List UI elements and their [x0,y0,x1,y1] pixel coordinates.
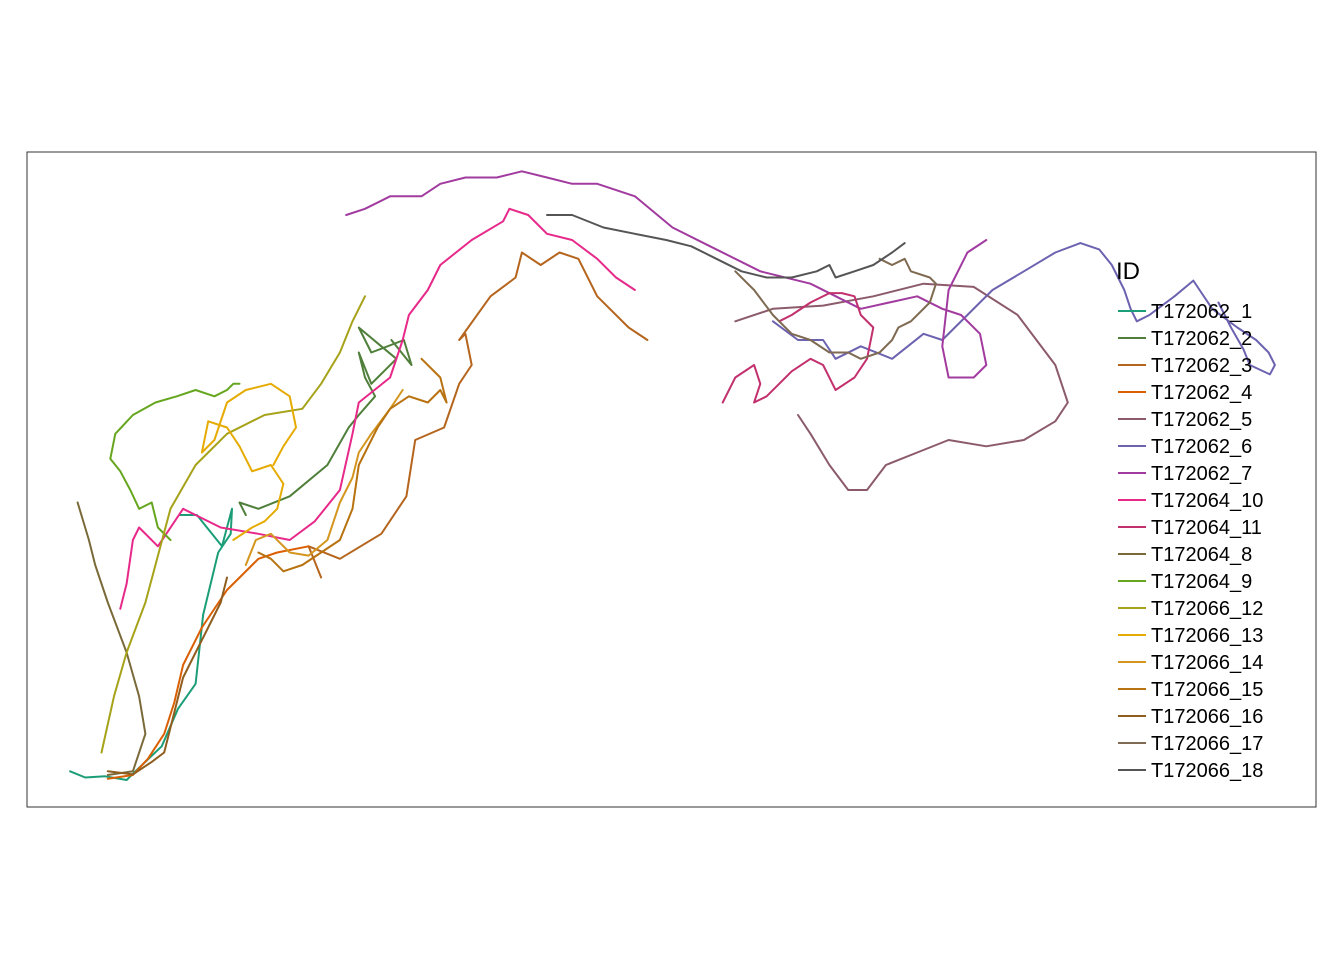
legend: ID T172062_1T172062_2T172062_3T172062_4T… [1116,258,1263,782]
legend-item-t172064-10: T172064_10 [1118,490,1263,512]
track-t172066-15 [257,357,448,573]
track-t172066-18 [546,214,906,279]
legend-item-t172062-1: T172062_1 [1118,301,1252,323]
legend-title: ID [1116,258,1140,285]
track-t172066-14 [244,389,404,566]
legend-item-t172066-13: T172066_13 [1118,625,1263,647]
legend-item-t172066-16: T172066_16 [1118,706,1263,728]
track-t172062-3 [307,251,649,579]
legend-item-t172064-8: T172064_8 [1118,544,1252,566]
legend-item-t172066-15: T172066_15 [1118,679,1263,701]
legend-item-t172066-18: T172066_18 [1118,760,1263,782]
legend-item-t172062-2: T172062_2 [1118,328,1252,350]
legend-item-t172064-11: T172064_11 [1118,517,1262,539]
legend-item-t172062-3: T172062_3 [1118,355,1252,377]
legend-label-t172066-18: T172066_18 [1151,760,1263,782]
legend-label-t172062-5: T172062_5 [1151,409,1252,431]
track-t172066-16 [106,576,228,776]
legend-label-t172062-3: T172062_3 [1151,355,1252,377]
track-t172066-13 [200,382,297,541]
plot-frame [26,151,1317,808]
legend-label-t172066-15: T172066_15 [1151,679,1263,701]
legend-label-t172062-4: T172062_4 [1151,382,1252,404]
legend-item-t172066-12: T172066_12 [1118,598,1263,620]
legend-label-t172066-14: T172066_14 [1151,652,1263,674]
legend-label-t172064-11: T172064_11 [1151,517,1262,539]
legend-label-t172064-9: T172064_9 [1151,571,1252,593]
track-t172062-2 [238,326,413,516]
legend-label-t172066-12: T172066_12 [1151,598,1263,620]
legend-label-t172062-2: T172062_2 [1151,328,1252,350]
legend-item-t172062-5: T172062_5 [1118,409,1252,431]
legend-label-t172062-7: T172062_7 [1151,463,1252,485]
legend-item-t172062-4: T172062_4 [1118,382,1252,404]
legend-label-t172064-10: T172064_10 [1151,490,1263,512]
legend-item-t172064-9: T172064_9 [1118,571,1252,593]
legend-label-t172062-6: T172062_6 [1151,436,1252,458]
track-t172062-6 [771,242,1276,376]
legend-label-t172064-8: T172064_8 [1151,544,1252,566]
track-t172066-12 [100,295,366,754]
legend-label-t172066-17: T172066_17 [1151,733,1263,755]
track-t172062-1 [69,507,233,781]
track-lines [69,170,1276,781]
legend-items: T172062_1 T172062_2 T172062_3 T172062_4 T172… [1118,301,1263,782]
legend-item-t172066-17: T172066_17 [1118,733,1263,755]
track-t172062-7 [345,170,988,379]
legend-item-t172062-7: T172062_7 [1118,463,1252,485]
track-t172064-8 [76,501,147,776]
track-t172064-11 [721,292,875,404]
legend-label-t172066-16: T172066_16 [1151,706,1263,728]
track-t172062-5 [734,282,1069,491]
track-t172066-17 [734,257,937,360]
legend-item-t172066-14: T172066_14 [1118,652,1263,674]
legend-item-t172062-6: T172062_6 [1118,436,1252,458]
track-t172064-9 [109,382,241,541]
legend-label-t172062-1: T172062_1 [1151,301,1252,323]
track-t172062-4 [106,545,310,780]
track-t172064-10 [119,207,636,610]
legend-label-t172066-13: T172066_13 [1151,625,1263,647]
